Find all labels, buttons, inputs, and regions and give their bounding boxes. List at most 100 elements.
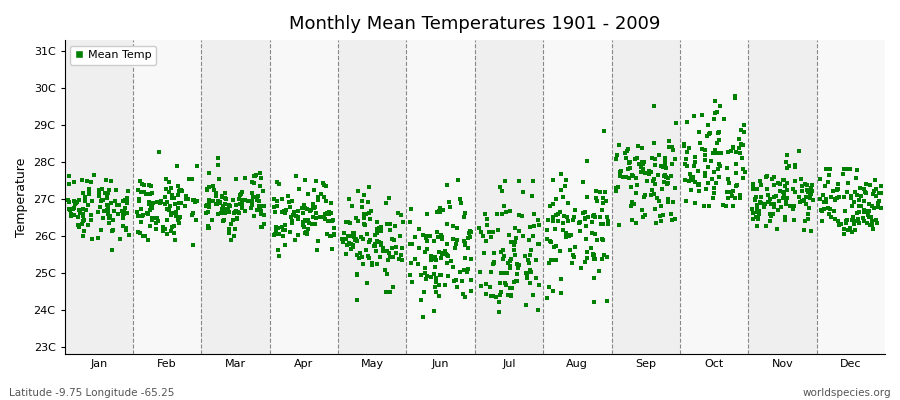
Point [556, 220, 571, 226]
Point [458, 210, 473, 216]
Point [382, 221, 397, 227]
Bar [202, 40, 270, 354]
Point [343, 220, 357, 226]
Point [762, 217, 777, 224]
Point [300, 230, 314, 237]
Point [706, 185, 721, 191]
Point [310, 194, 325, 201]
Point [102, 186, 116, 193]
Point [556, 194, 571, 200]
Point [843, 225, 858, 232]
Point [461, 245, 475, 252]
Point [695, 112, 709, 118]
Point [76, 212, 90, 218]
Point [787, 202, 801, 209]
Point [523, 252, 537, 259]
Point [76, 206, 91, 212]
Point [529, 274, 544, 281]
Point [494, 289, 508, 295]
Point [319, 183, 333, 190]
Point [561, 214, 575, 220]
Point [317, 182, 331, 188]
Point [549, 195, 563, 202]
Point [108, 198, 122, 204]
Point [338, 235, 353, 242]
Point [76, 232, 90, 239]
Point [793, 199, 807, 205]
Point [422, 233, 436, 239]
Point [135, 180, 149, 187]
Point [815, 218, 830, 224]
Point [516, 233, 530, 240]
Point [869, 220, 884, 226]
Point [856, 215, 870, 222]
Point [818, 183, 832, 189]
Point [356, 221, 371, 227]
Point [420, 246, 435, 252]
Point [847, 221, 861, 228]
Point [524, 269, 538, 276]
Point [566, 216, 580, 223]
Point [462, 230, 476, 236]
Point [613, 173, 627, 180]
Point [853, 203, 868, 209]
Point [508, 252, 523, 258]
Point [631, 142, 645, 149]
Point [767, 204, 781, 210]
Point [767, 181, 781, 188]
Point [857, 218, 871, 225]
Point [706, 195, 721, 201]
Point [283, 229, 297, 235]
Point [163, 203, 177, 210]
Point [821, 179, 835, 185]
Point [721, 176, 735, 182]
Point [172, 188, 186, 195]
Point [244, 205, 258, 211]
Point [824, 194, 839, 200]
Point [503, 265, 517, 272]
Point [303, 208, 318, 214]
Point [344, 241, 358, 247]
Point [872, 190, 886, 196]
Point [657, 172, 671, 179]
Point [434, 232, 448, 238]
Point [374, 242, 389, 248]
Point [356, 260, 370, 267]
Point [491, 299, 506, 305]
Point [119, 225, 133, 232]
Point [531, 217, 545, 224]
Point [778, 201, 793, 208]
Point [806, 197, 820, 203]
Point [519, 271, 534, 277]
Point [595, 207, 609, 213]
Point [526, 177, 540, 184]
Point [120, 199, 134, 205]
Point [706, 190, 721, 196]
Point [577, 209, 591, 216]
Point [697, 203, 711, 209]
Point [160, 206, 175, 212]
Point [296, 219, 310, 226]
Point [666, 199, 680, 205]
Point [300, 206, 314, 212]
Point [521, 257, 535, 264]
Point [164, 211, 178, 218]
Point [222, 226, 237, 232]
Point [479, 281, 493, 287]
Point [786, 186, 800, 192]
Point [779, 180, 794, 186]
Point [482, 229, 496, 235]
Point [269, 203, 284, 209]
Point [526, 292, 540, 298]
Point [698, 172, 712, 179]
Point [355, 234, 369, 240]
Point [272, 231, 286, 237]
Point [657, 179, 671, 186]
Point [634, 163, 648, 170]
Point [145, 190, 159, 196]
Point [711, 166, 725, 172]
Point [644, 155, 659, 161]
Point [619, 174, 634, 180]
Point [736, 175, 751, 181]
Point [355, 197, 369, 204]
